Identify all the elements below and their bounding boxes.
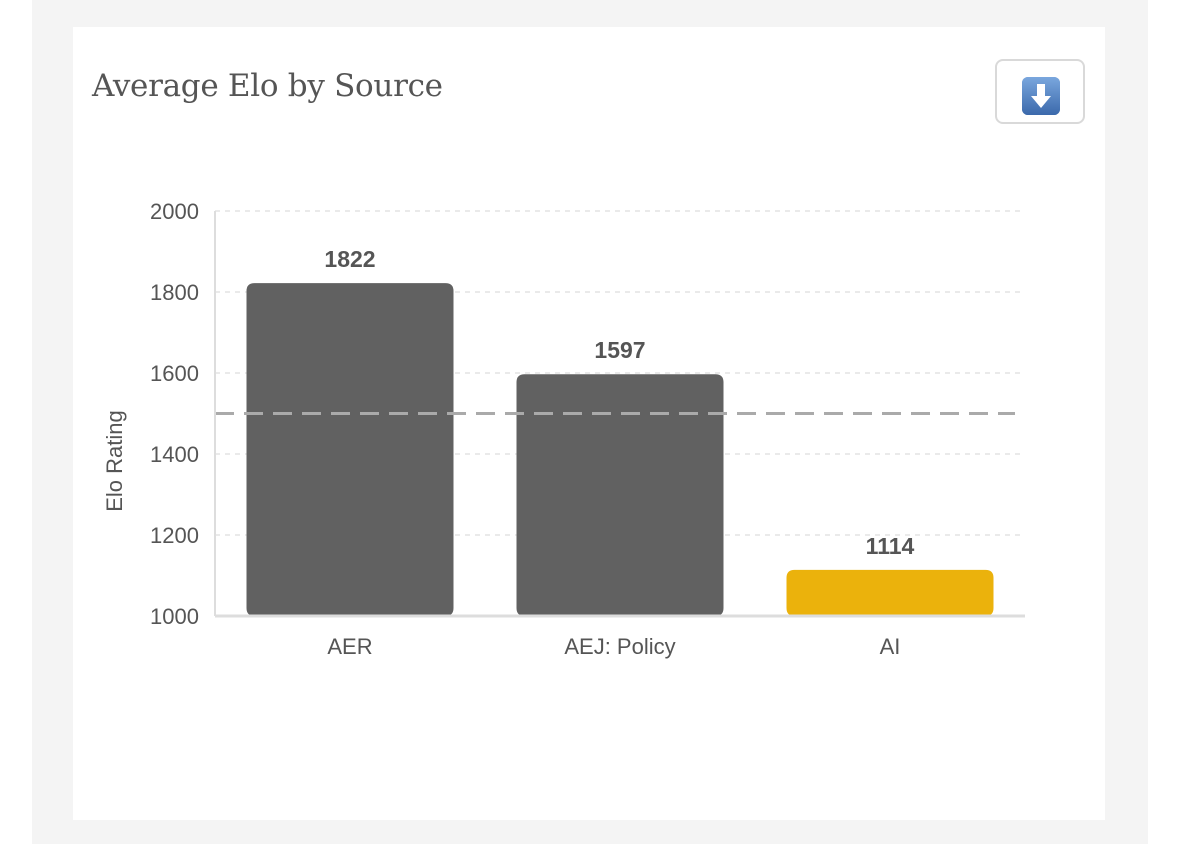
bar-value-label: 1597	[594, 337, 645, 363]
x-tick-label: AI	[880, 634, 901, 659]
bar-value-label: 1822	[324, 246, 375, 272]
axes	[214, 211, 1025, 618]
x-tick-label: AER	[327, 634, 372, 659]
chart-title: Average Elo by Source	[92, 68, 443, 104]
y-tick-label: 2000	[150, 199, 199, 224]
download-button[interactable]	[995, 59, 1085, 124]
bar-value-label: 1114	[866, 533, 915, 559]
bar-aer[interactable]	[246, 283, 454, 616]
y-axis-title: Elo Rating	[102, 410, 127, 512]
down-arrow-icon	[1022, 77, 1060, 115]
y-tick-label: 1800	[150, 280, 199, 305]
bar-aej-policy[interactable]	[516, 374, 724, 616]
y-tick-label: 1600	[150, 361, 199, 386]
labels: 1000 1200 1400 1600 1800 2000 1822 AER 1597 AEJ: …	[150, 199, 914, 659]
x-tick-label: AEJ: Policy	[564, 634, 675, 659]
bars	[246, 283, 994, 616]
y-tick-label: 1200	[150, 523, 199, 548]
y-tick-label: 1400	[150, 442, 199, 467]
y-tick-label: 1000	[150, 604, 199, 629]
bar-ai[interactable]	[786, 569, 994, 616]
